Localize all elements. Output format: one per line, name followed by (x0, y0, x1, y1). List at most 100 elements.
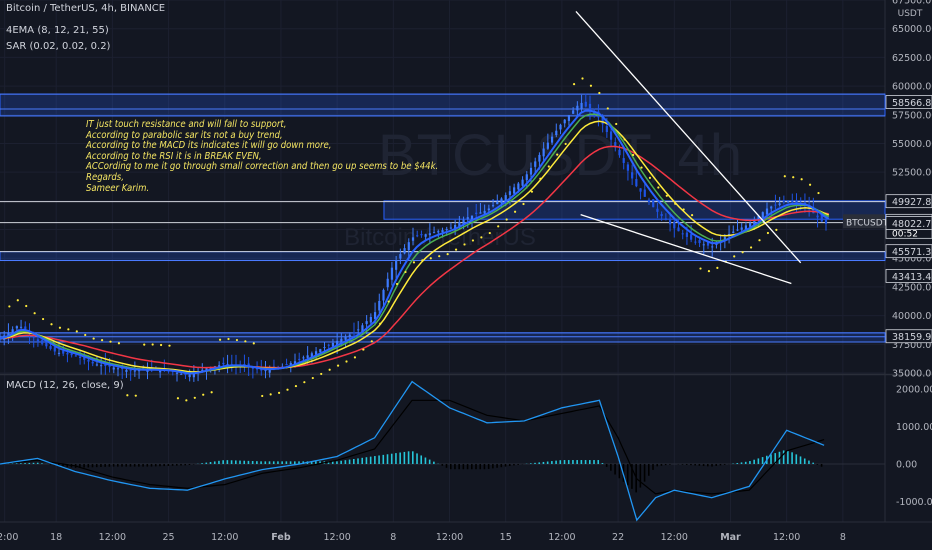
price-tick-label: 67500.00 (892, 0, 932, 7)
level-price-tag[interactable] (885, 194, 932, 209)
candle-body (137, 370, 141, 372)
sar-dot (707, 270, 711, 273)
macd-hist-bar (567, 460, 570, 464)
sar-dot (530, 190, 534, 193)
macd-hist-bar (310, 461, 313, 464)
time-tick-label: 12:00 (0, 532, 18, 543)
candle-body (668, 219, 672, 225)
trendline[interactable] (575, 11, 802, 264)
macd-hist-bar (610, 463, 612, 471)
sar-dot (682, 208, 685, 211)
sar-dot (572, 83, 576, 86)
candle-body (542, 148, 545, 157)
sar-dot (210, 391, 213, 394)
candle-body (361, 325, 364, 332)
macd-hist-bar (36, 462, 39, 464)
sar-dot (33, 312, 36, 315)
macd-hist-bar (125, 463, 128, 467)
candle-body (458, 222, 461, 228)
macd-hist-bar (702, 463, 705, 467)
macd-hist-bar (546, 461, 549, 464)
sar-dot (463, 243, 466, 246)
sar-dot (404, 270, 407, 274)
legend-sar[interactable]: SAR (0.02, 0.02, 0.2) (6, 41, 111, 52)
legend-ema[interactable]: 4EMA (8, 12, 21, 55) (6, 25, 109, 36)
candle-body (580, 102, 583, 109)
candle-body (159, 370, 162, 373)
macd-hist-bar (563, 460, 566, 464)
macd-hist-bar (235, 460, 237, 464)
sar-dot (783, 175, 786, 178)
macd-hist-bar (412, 451, 414, 464)
sar-dot (741, 251, 744, 254)
macd-hist-bar (49, 463, 52, 465)
candle-body (378, 300, 381, 311)
sar-dot (218, 338, 222, 341)
sar-dot (623, 138, 626, 141)
sar-dot (379, 322, 382, 325)
level-price-tag[interactable] (885, 269, 932, 283)
sar-dot (193, 396, 196, 399)
time-tick-label: Feb (271, 532, 291, 543)
level-price-tag[interactable] (885, 244, 932, 259)
macd-hist-bar (319, 461, 321, 464)
legend-macd[interactable]: MACD (12, 26, close, 9) (6, 380, 124, 391)
symbol-title[interactable]: Bitcoin / TetherUS, 4h, BINANCE (6, 3, 166, 14)
time-tick-label: 22 (612, 532, 624, 543)
candle-body (576, 105, 579, 111)
macd-hist-bar (256, 461, 258, 464)
candle-body (534, 161, 537, 167)
candle-body (15, 326, 18, 329)
level-price-tag[interactable] (885, 95, 932, 109)
candle-body (706, 241, 710, 246)
candle-body (133, 370, 136, 372)
macd-hist-bar (129, 463, 132, 467)
candle-body (432, 232, 436, 234)
candle-body (146, 369, 149, 372)
sar-dot (631, 153, 635, 157)
candle-body (348, 334, 351, 337)
candle-body (479, 212, 482, 214)
candle-body (614, 142, 617, 148)
macd-tick-label: 0.00 (896, 459, 917, 470)
macd-hist-bar (479, 463, 482, 470)
price-tick-label: 55000.00 (892, 139, 932, 150)
macd-hist-bar (336, 461, 338, 464)
macd-hist-bar (180, 463, 182, 466)
sar-dot (269, 393, 272, 396)
macd-hist-bar (294, 461, 296, 464)
candle-body (462, 219, 465, 225)
level-price-tag[interactable] (885, 216, 932, 230)
trendline[interactable] (580, 214, 792, 285)
macd-hist-bar (277, 461, 279, 464)
sar-dot (185, 399, 188, 402)
macd-hist-bar (28, 462, 31, 464)
trendlines[interactable] (575, 11, 802, 285)
macd-hist-bar (715, 463, 718, 466)
annotation-text[interactable]: IT just touch resistance and will fall t… (86, 119, 438, 194)
sar-dot (640, 166, 643, 169)
macd-hist-bar (719, 463, 722, 466)
macd-hist-bar (399, 452, 401, 464)
sar-dot (25, 304, 28, 308)
macd-hist-bar (580, 460, 583, 464)
macd-hist-bar (184, 463, 187, 466)
sar-dot (547, 165, 550, 168)
macd-hist-bar (79, 463, 81, 468)
macd-hist-bar (605, 463, 608, 467)
macd-hist-bar (188, 463, 191, 465)
sar-dot (286, 388, 289, 391)
time-tick-label: 18 (50, 532, 62, 543)
macd-hist-bar (466, 463, 469, 470)
macd-hist-bar (209, 462, 212, 464)
macd-hist-bar (723, 463, 726, 465)
candle-body (32, 336, 35, 338)
candle-body (306, 355, 309, 358)
candle-body (255, 368, 259, 370)
sar-dot (648, 176, 652, 179)
candle-body (647, 199, 651, 202)
candle-body (369, 316, 372, 323)
level-price-tag[interactable] (885, 329, 932, 344)
ema55-line (0, 145, 829, 369)
